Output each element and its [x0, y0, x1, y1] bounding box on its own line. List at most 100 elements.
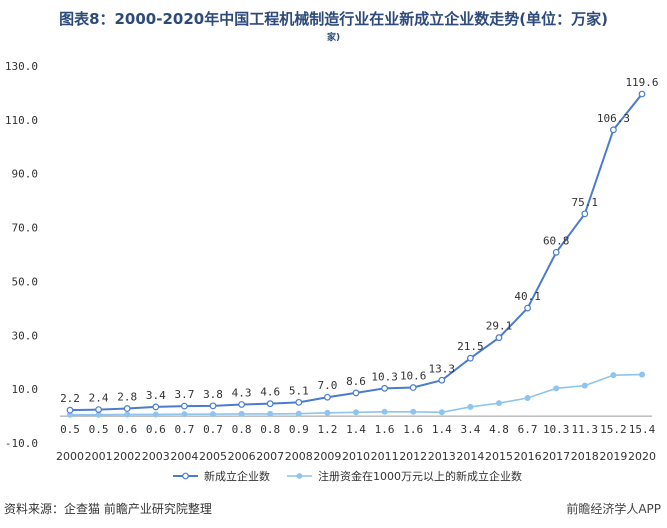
data-label: 106.3 — [597, 112, 630, 125]
data-point — [409, 384, 417, 391]
data-point — [238, 401, 246, 408]
data-point — [581, 210, 589, 218]
y-tick-label: 90.0 — [12, 168, 39, 181]
data-label: 1.4 — [432, 423, 452, 436]
legend-swatch-marker — [182, 472, 189, 480]
x-tick-label: 2014 — [456, 450, 484, 463]
data-point — [95, 411, 102, 418]
data-label: 10.6 — [400, 370, 427, 383]
y-tick-label: 130.0 — [5, 60, 38, 73]
legend-label: 新成立企业数 — [204, 469, 270, 483]
data-point — [495, 334, 503, 342]
data-label: 0.8 — [260, 423, 280, 436]
y-tick-label: 110.0 — [5, 114, 38, 127]
data-point — [610, 126, 617, 134]
data-label: 2.2 — [60, 392, 80, 405]
x-tick-label: 2015 — [485, 450, 513, 463]
x-tick-label: 2006 — [228, 450, 256, 463]
data-label: 3.7 — [174, 388, 194, 401]
data-label: 1.4 — [346, 423, 366, 436]
y-tick-label: 70.0 — [12, 222, 39, 235]
data-point — [638, 90, 646, 98]
x-tick-label: 2004 — [170, 450, 198, 463]
x-tick-label: 2010 — [342, 450, 370, 463]
data-point — [438, 409, 445, 416]
data-point — [152, 403, 160, 411]
data-label: 2.4 — [89, 392, 109, 405]
data-point — [267, 410, 274, 417]
x-tick-label: 2013 — [428, 450, 456, 463]
data-label: 3.4 — [146, 389, 166, 402]
data-label: 4.3 — [232, 386, 252, 399]
data-point — [295, 398, 303, 406]
data-label: 11.3 — [572, 423, 599, 436]
data-label: 0.8 — [232, 423, 252, 436]
data-point — [95, 406, 102, 414]
data-label: 10.3 — [543, 423, 570, 436]
data-label: 4.8 — [489, 423, 509, 436]
x-tick-label: 2002 — [113, 450, 141, 463]
data-point — [180, 402, 188, 410]
data-label: 75.1 — [572, 196, 599, 209]
data-point — [295, 410, 302, 417]
data-point — [467, 354, 474, 362]
data-label: 4.6 — [260, 386, 280, 399]
data-point — [209, 402, 217, 410]
data-label: 1.6 — [375, 423, 395, 436]
data-point — [152, 411, 159, 418]
data-label: 10.3 — [371, 370, 398, 383]
data-label: 15.2 — [600, 423, 627, 436]
data-point — [467, 403, 474, 410]
chart-title: 图表8：2000-2020年中国工程机械制造行业在业新成立企业数走势(单位：万家… — [59, 10, 608, 28]
data-label: 3.4 — [460, 423, 480, 436]
legend-label: 注册资金在1000万元以上的新成立企业数 — [318, 469, 522, 483]
y-tick-label: 50.0 — [12, 275, 39, 288]
y-tick-label: 30.0 — [12, 329, 39, 342]
data-label: 29.1 — [486, 320, 513, 333]
x-tick-label: 2019 — [599, 450, 627, 463]
x-tick-label: 2012 — [399, 450, 427, 463]
data-point — [324, 393, 331, 401]
x-tick-label: 2011 — [371, 450, 399, 463]
data-label: 0.6 — [117, 423, 137, 436]
data-point — [324, 409, 331, 416]
x-tick-label: 2005 — [199, 450, 227, 463]
x-tick-label: 2001 — [85, 450, 113, 463]
data-label: 21.5 — [457, 340, 484, 353]
data-label: 119.6 — [625, 76, 658, 89]
source-note: 资料来源：企查猫 前瞻产业研究院整理 — [4, 502, 212, 516]
data-point — [266, 400, 274, 408]
data-point — [496, 400, 503, 407]
data-label: 60.8 — [543, 234, 570, 247]
data-label: 7.0 — [317, 379, 337, 392]
x-tick-label: 2018 — [571, 450, 599, 463]
data-label: 15.4 — [629, 423, 656, 436]
x-tick-label: 2008 — [285, 450, 313, 463]
data-point — [552, 248, 560, 256]
x-tick-label: 2016 — [514, 450, 542, 463]
data-point — [210, 411, 217, 418]
y-tick-label: -10.0 — [5, 437, 38, 450]
data-point — [638, 371, 645, 378]
data-label: 6.7 — [518, 423, 538, 436]
x-tick-label: 2007 — [256, 450, 284, 463]
data-label: 0.7 — [203, 423, 223, 436]
data-point — [381, 408, 388, 415]
data-point — [610, 372, 617, 379]
x-tick-label: 2003 — [142, 450, 170, 463]
data-point — [410, 408, 417, 415]
data-point — [238, 410, 245, 417]
legend-swatch-marker — [296, 473, 303, 479]
data-label: 40.1 — [514, 290, 541, 303]
chart-title-overflow: 家) — [326, 33, 341, 43]
data-label: 0.5 — [60, 423, 80, 436]
data-point — [353, 409, 360, 416]
x-tick-label: 2009 — [313, 450, 341, 463]
data-label: 1.6 — [403, 423, 423, 436]
x-tick-label: 2000 — [56, 450, 84, 463]
x-tick-label: 2017 — [542, 450, 570, 463]
data-label: 2.8 — [117, 391, 137, 404]
data-label: 8.6 — [346, 375, 366, 388]
data-label: 13.3 — [429, 362, 456, 375]
